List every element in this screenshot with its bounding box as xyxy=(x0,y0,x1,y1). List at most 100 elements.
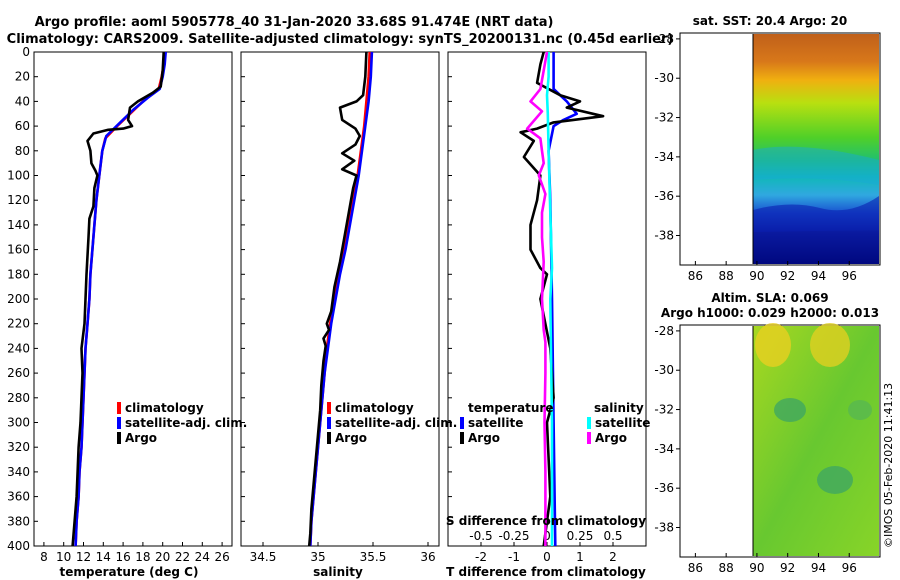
sla-map-axis: 86 88 90 92 94 96 -28 -30 -32 -34 -36 -38 xyxy=(654,324,856,575)
depth-tick-label: 320 xyxy=(7,440,30,454)
depth-tick-label: 400 xyxy=(7,539,30,553)
legend-label-climatology: climatology xyxy=(335,401,414,415)
x-tick-label: 26 xyxy=(214,550,229,564)
depth-tick-label: 120 xyxy=(7,193,30,207)
credit-text: ©IMOS 05-Feb-2020 11:41:13 xyxy=(882,383,895,548)
sst-map-cold-band xyxy=(753,196,879,232)
map-y-tick-label: -34 xyxy=(654,150,674,164)
map-x-tick-label: 96 xyxy=(842,269,857,283)
x-tick-label: 1 xyxy=(576,550,584,564)
map-y-tick-label: -34 xyxy=(654,442,674,456)
sla-map-low-2 xyxy=(817,466,853,494)
sla-map-title-2: Argo h1000: 0.029 h2000: 0.013 xyxy=(661,306,879,320)
legend-header-salinity: salinity xyxy=(594,401,644,415)
depth-tick-label: 280 xyxy=(7,391,30,405)
sst-map-front xyxy=(753,146,879,185)
map-x-tick-label: 94 xyxy=(811,561,826,575)
top-x-tick-label: -0.5 xyxy=(469,529,492,543)
title-line-1: Argo profile: aoml 5905778_40 31-Jan-202… xyxy=(35,15,554,30)
x-tick-label: 0 xyxy=(543,550,551,564)
title-line-2: Climatology: CARS2009. Satellite-adjuste… xyxy=(7,32,674,47)
series-line-temperature-satellite xyxy=(547,52,579,547)
depth-tick-label: 40 xyxy=(15,94,30,108)
map-x-tick-label: 90 xyxy=(749,269,764,283)
depth-tick-label: 260 xyxy=(7,366,30,380)
depth-tick-label: 240 xyxy=(7,341,30,355)
depth-tick-label: 60 xyxy=(15,119,30,133)
depth-tick-label: 340 xyxy=(7,465,30,479)
depth-tick-label: 140 xyxy=(7,218,30,232)
x-tick-label: 34.5 xyxy=(250,550,277,564)
map-x-tick-label: 92 xyxy=(780,269,795,283)
depth-tick-label: 220 xyxy=(7,317,30,331)
x-tick-label: 35.5 xyxy=(360,550,387,564)
map-y-tick-label: -32 xyxy=(654,403,674,417)
legend-label-temp-argo: Argo xyxy=(468,431,500,445)
map-x-tick-label: 88 xyxy=(719,269,734,283)
sla-map-title-1: Altim. SLA: 0.069 xyxy=(711,291,828,305)
legend-swatch-argo xyxy=(327,432,331,444)
legend-swatch-temp-satellite xyxy=(460,417,464,429)
difference-top-label: S difference from climatology xyxy=(446,514,646,528)
depth-tick-label: 200 xyxy=(7,292,30,306)
x-tick-label: 16 xyxy=(115,550,130,564)
map-y-tick-label: -28 xyxy=(654,32,674,46)
x-tick-label: -2 xyxy=(475,550,487,564)
legend-label-sal-argo: Argo xyxy=(595,431,627,445)
x-tick-label: 24 xyxy=(195,550,210,564)
sla-map-high-1 xyxy=(755,323,791,367)
salinity-legend: climatology satellite-adj. clim. Argo xyxy=(327,401,457,445)
temperature-legend: climatology satellite-adj. clim. Argo xyxy=(117,401,247,445)
map-x-tick-label: 94 xyxy=(811,269,826,283)
depth-tick-label: 20 xyxy=(15,70,30,84)
series-line-argo xyxy=(307,51,368,547)
series-line-argo xyxy=(71,51,165,547)
temperature-plot: 8 10 12 14 16 18 20 22 24 26 xyxy=(40,51,230,564)
depth-tick-label: 300 xyxy=(7,416,30,430)
depth-tick-label: 360 xyxy=(7,490,30,504)
salinity-plot: 34.5 35 35.5 36 xyxy=(250,51,436,564)
map-x-tick-label: 86 xyxy=(688,561,703,575)
top-x-tick-label: 0.25 xyxy=(567,529,594,543)
salinity-panel-frame xyxy=(240,51,440,547)
sst-map-title: sat. SST: 20.4 Argo: 20 xyxy=(693,14,847,28)
map-x-tick-label: 86 xyxy=(688,269,703,283)
x-tick-label: 22 xyxy=(175,550,190,564)
top-x-tick-label: -0.25 xyxy=(498,529,529,543)
legend-label-satellite-adj: satellite-adj. clim. xyxy=(125,416,247,430)
legend-swatch-climatology xyxy=(327,402,331,414)
map-y-tick-label: -28 xyxy=(654,324,674,338)
salinity-xlabel: salinity xyxy=(313,565,363,579)
map-y-tick-label: -36 xyxy=(654,189,674,203)
difference-xlabel: T difference from climatology xyxy=(446,565,646,579)
series-line-salinity-satellite xyxy=(545,52,554,546)
x-tick-label: 35 xyxy=(310,550,325,564)
legend-label-satellite-adj: satellite-adj. clim. xyxy=(335,416,457,430)
series-line-satellite-adj-clim- xyxy=(309,51,374,547)
legend-label-temp-satellite: satellite xyxy=(468,416,523,430)
x-tick-label: 10 xyxy=(56,550,71,564)
map-x-tick-label: 96 xyxy=(842,561,857,575)
sst-map-axis: 86 88 90 92 94 96 -28 -30 -32 -34 -36 -38 xyxy=(654,32,856,283)
map-x-tick-label: 90 xyxy=(749,561,764,575)
difference-legend: temperature satellite Argo salinity sate… xyxy=(460,401,650,445)
difference-plot: -2 -1 0 1 2 -0.5 -0.25 0 0.25 0.5 xyxy=(469,51,623,564)
depth-tick-label: 160 xyxy=(7,243,30,257)
series-line-salinity-argo xyxy=(525,51,549,546)
sst-map xyxy=(679,32,881,266)
top-x-tick-label: 0 xyxy=(543,529,551,543)
legend-swatch-satellite-adj xyxy=(327,417,331,429)
map-y-tick-label: -38 xyxy=(654,229,674,243)
depth-tick-label: 0 xyxy=(22,45,30,59)
legend-swatch-argo xyxy=(117,432,121,444)
map-y-tick-label: -32 xyxy=(654,111,674,125)
x-tick-label: 14 xyxy=(96,550,111,564)
map-y-tick-label: -30 xyxy=(654,363,674,377)
depth-tick-label: 380 xyxy=(7,514,30,528)
depth-tick-label: 180 xyxy=(7,267,30,281)
legend-swatch-satellite-adj xyxy=(117,417,121,429)
legend-label-argo: Argo xyxy=(125,431,157,445)
sla-map-low-1 xyxy=(774,398,806,422)
map-y-tick-label: -38 xyxy=(654,521,674,535)
